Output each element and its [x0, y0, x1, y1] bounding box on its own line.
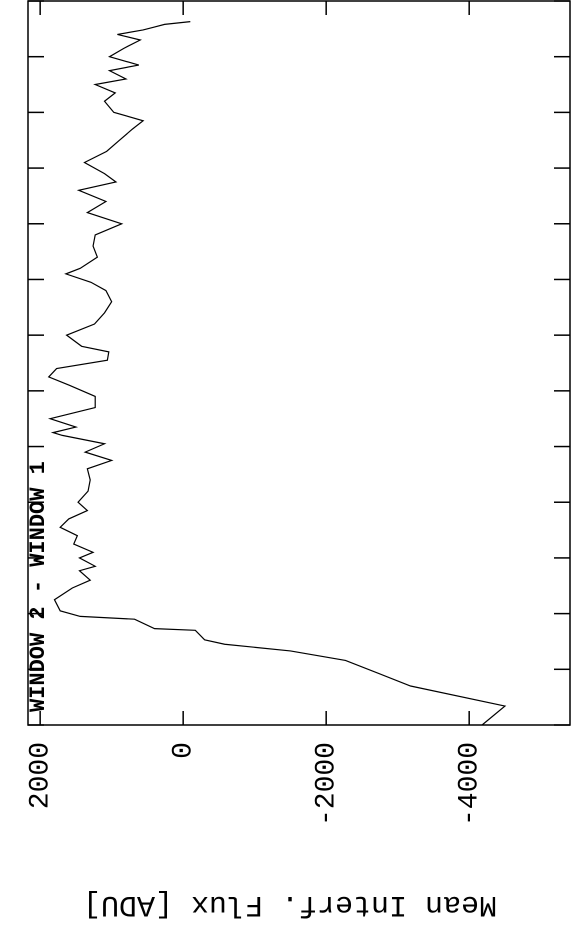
y-tick-label: -4000: [455, 742, 486, 826]
data-line: [47, 21, 507, 726]
y-tick-label: 2000: [26, 742, 57, 809]
plot-frame: [27, 0, 571, 726]
y-tick-label: -2000: [312, 742, 343, 826]
chart-title: WINDOW 2 - WINDOW 1: [26, 461, 51, 712]
y-axis-label: Mean Interf. Flux [ADU]: [83, 887, 497, 921]
y-tick-label: 0: [169, 742, 200, 759]
